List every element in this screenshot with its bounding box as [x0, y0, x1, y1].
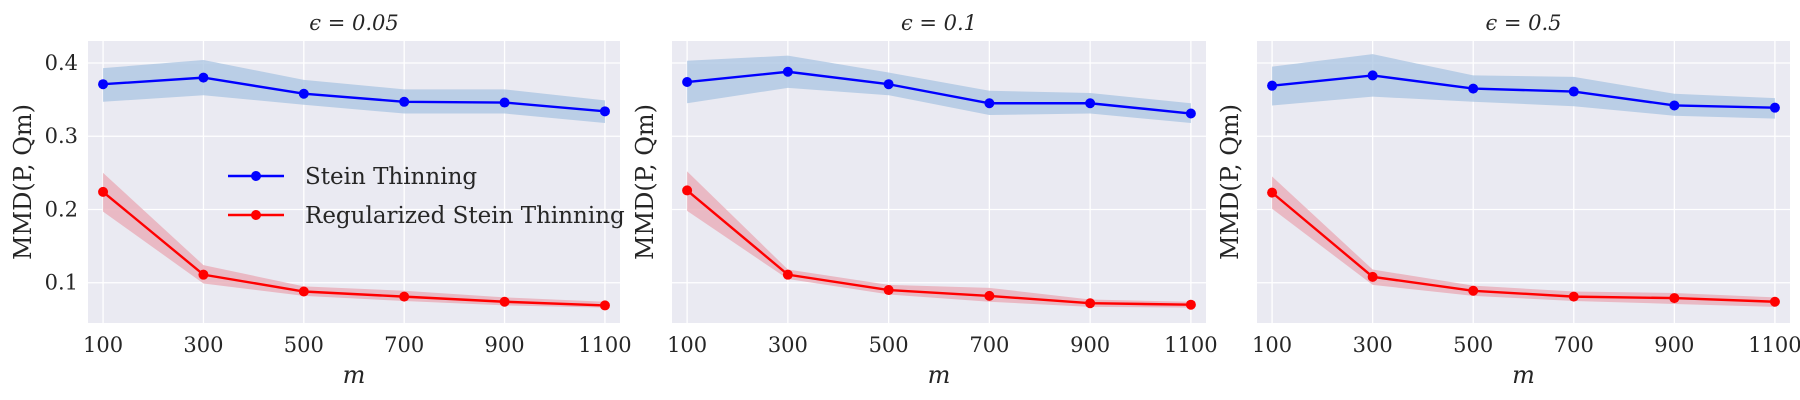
data-point [1367, 70, 1378, 81]
x-tick-label: 1100 [1164, 333, 1217, 357]
data-point [1267, 80, 1278, 91]
data-point [499, 97, 510, 108]
x-tick-label: 700 [969, 333, 1009, 357]
x-tick-label: 300 [768, 333, 808, 357]
series-line [102, 76, 606, 113]
x-axis-label: m [928, 361, 951, 389]
data-point [399, 291, 410, 302]
data-point [1568, 291, 1579, 302]
data-point [1769, 296, 1780, 307]
y-tick-label: 0.2 [45, 197, 78, 221]
confidence-band [103, 60, 605, 124]
data-point [1468, 285, 1479, 296]
data-point [98, 186, 109, 197]
data-point [1085, 298, 1096, 309]
series-line [686, 189, 1191, 306]
data-point [1185, 108, 1196, 119]
data-point [984, 290, 995, 301]
x-tick-label: 100 [83, 333, 123, 357]
legend: Stein Thinning Regularized Stein Thinning [228, 164, 625, 229]
series-line [1271, 74, 1775, 109]
data-point [782, 66, 793, 77]
data-point [399, 96, 410, 107]
x-axis-label: m [343, 361, 366, 389]
data-point [883, 79, 894, 90]
chart-panel-1: 100 300 500 700 900 1100 0.1 0.2 0.3 0.4 ϵ = 0.05 m… [9, 11, 632, 389]
data-point [1669, 100, 1680, 111]
x-tick-label: 100 [667, 333, 707, 357]
y-tick-label: 0.1 [45, 271, 78, 295]
data-point [198, 269, 209, 280]
chart-title: ϵ = 0.5 [1485, 11, 1561, 35]
legend-marker [251, 171, 261, 181]
data-point [198, 72, 209, 83]
x-tick-label: 300 [1353, 333, 1393, 357]
x-tick-label: 500 [284, 333, 324, 357]
data-point [984, 98, 995, 109]
series-line [1271, 191, 1775, 303]
chart-panel-3: 100 300 500 700 900 1100 ϵ = 0.5 m MMD(P, Qm) [1216, 11, 1800, 389]
confidence-band [687, 171, 1191, 308]
x-tick-label: 100 [1252, 333, 1292, 357]
data-point [499, 296, 510, 307]
x-tick-label: 900 [485, 333, 525, 357]
legend-label: Stein Thinning [305, 164, 477, 190]
data-point [1367, 271, 1378, 282]
x-tick-label: 500 [1453, 333, 1493, 357]
confidence-band [103, 172, 605, 308]
chart-title: ϵ = 0.1 [901, 11, 977, 35]
x-tick-label: 1100 [1748, 333, 1800, 357]
y-axis-label: MMD(P, Qm) [1216, 104, 1244, 260]
data-point [599, 106, 610, 117]
data-point [782, 269, 793, 280]
data-point [1568, 86, 1579, 97]
x-tick-label: 900 [1070, 333, 1110, 357]
data-point [1185, 299, 1196, 310]
data-point [298, 286, 309, 297]
x-tick-label: 300 [183, 333, 223, 357]
data-point [1769, 102, 1780, 113]
data-point [682, 185, 693, 196]
series-line [102, 190, 605, 307]
data-point [1669, 293, 1680, 304]
data-point [1085, 98, 1096, 109]
chart-panel-2: 100 300 500 700 900 1100 ϵ = 0.1 m MMD(P, Qm) [631, 11, 1218, 389]
data-point [883, 285, 894, 296]
legend-label: Regularized Stein Thinning [305, 203, 625, 229]
series-line [686, 70, 1192, 115]
data-point [1267, 187, 1278, 198]
x-tick-label: 700 [384, 333, 424, 357]
confidence-band [687, 55, 1191, 124]
data-point [682, 77, 693, 88]
chart-title: ϵ = 0.05 [309, 11, 398, 35]
y-axis-label: MMD(P, Qm) [631, 104, 659, 260]
data-point [98, 79, 109, 90]
y-tick-label: 0.3 [45, 124, 78, 148]
data-point [1468, 83, 1479, 94]
x-axis-label: m [1512, 361, 1535, 389]
data-point [599, 300, 610, 311]
x-tick-label: 900 [1654, 333, 1694, 357]
x-tick-label: 1100 [578, 333, 631, 357]
y-axis-label: MMD(P, Qm) [9, 104, 37, 260]
confidence-band [1272, 176, 1775, 307]
x-tick-label: 500 [869, 333, 909, 357]
data-point [298, 88, 309, 99]
legend-marker [251, 210, 261, 220]
y-tick-label: 0.4 [45, 51, 78, 75]
x-tick-label: 700 [1554, 333, 1594, 357]
